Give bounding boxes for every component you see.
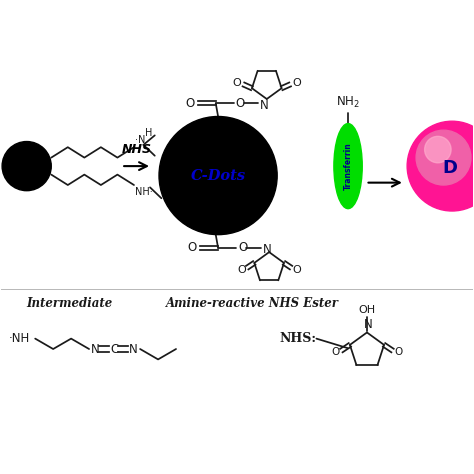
- Ellipse shape: [334, 124, 362, 209]
- Text: O: O: [237, 264, 246, 274]
- Circle shape: [425, 137, 451, 163]
- Text: ·NH: ·NH: [9, 332, 30, 345]
- Text: N: N: [91, 344, 99, 356]
- Text: O: O: [236, 97, 245, 110]
- Text: O: O: [185, 97, 194, 110]
- Text: N: N: [129, 344, 138, 356]
- Text: H: H: [146, 128, 153, 138]
- Text: O: O: [331, 347, 339, 357]
- Text: O: O: [188, 241, 197, 255]
- Text: Transferrin: Transferrin: [344, 142, 353, 190]
- Text: OH: OH: [358, 305, 375, 316]
- Text: NH·: NH·: [135, 187, 153, 197]
- Text: O: O: [233, 79, 242, 89]
- Text: NH$_2$: NH$_2$: [336, 95, 360, 110]
- Text: NHS: NHS: [121, 143, 151, 156]
- Circle shape: [407, 121, 474, 211]
- Text: O: O: [238, 241, 247, 255]
- Text: N: N: [260, 99, 269, 112]
- Circle shape: [2, 142, 51, 191]
- Text: Intermediate: Intermediate: [27, 298, 113, 310]
- Circle shape: [159, 117, 277, 235]
- Text: D: D: [442, 159, 457, 177]
- Text: O: O: [292, 79, 301, 89]
- Text: O: O: [292, 264, 301, 274]
- Text: NHS:: NHS:: [280, 332, 317, 345]
- Text: ·N: ·N: [135, 135, 146, 145]
- Text: N: N: [263, 243, 271, 256]
- Circle shape: [416, 130, 471, 185]
- Text: N: N: [364, 318, 373, 330]
- Text: Amine-reactive NHS Ester: Amine-reactive NHS Ester: [166, 298, 339, 310]
- Text: C-Dots: C-Dots: [191, 169, 246, 182]
- Text: C: C: [110, 344, 118, 356]
- Text: O: O: [394, 347, 403, 357]
